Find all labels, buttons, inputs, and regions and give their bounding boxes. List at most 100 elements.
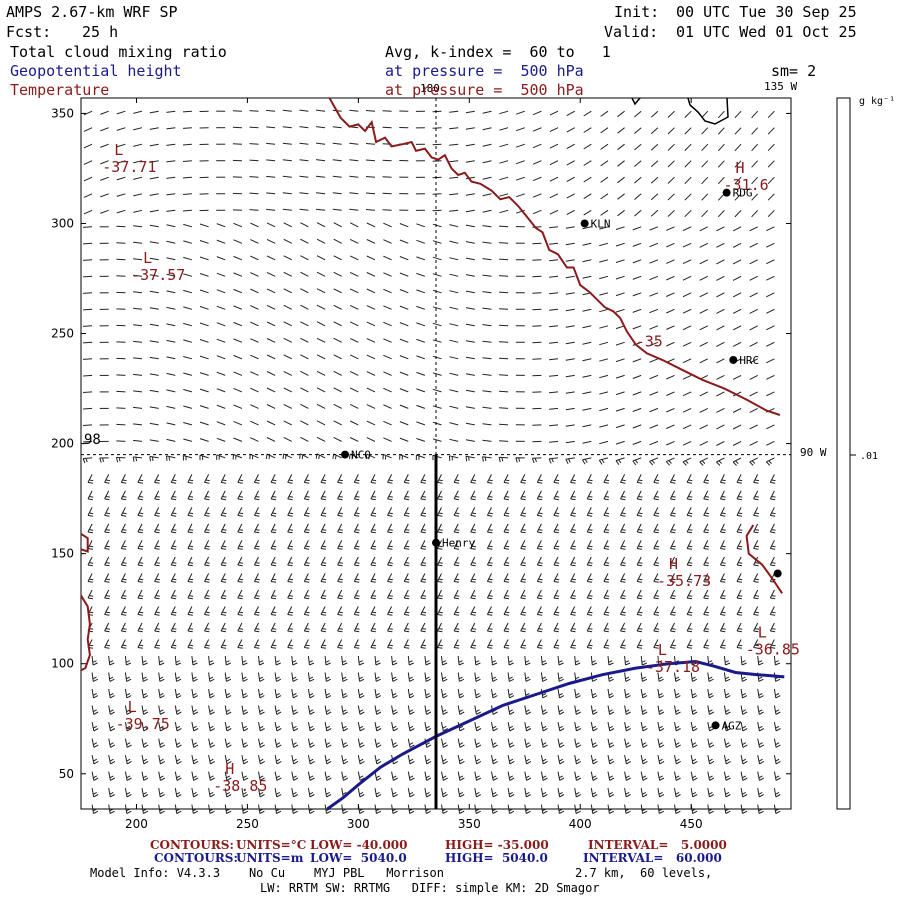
wind-barb xyxy=(749,358,758,364)
wind-barb xyxy=(682,358,692,364)
wind-barb xyxy=(441,688,448,699)
wind-barb xyxy=(583,193,592,200)
wind-barb xyxy=(516,110,525,115)
wind-barb xyxy=(603,573,610,583)
wind-barb xyxy=(320,490,327,501)
wind-barb xyxy=(149,439,159,442)
wind-barb xyxy=(719,589,726,600)
wind-barb xyxy=(249,192,259,195)
wind-barb xyxy=(320,639,327,649)
wind-barb xyxy=(607,655,614,666)
wind-barb xyxy=(332,175,342,178)
wind-barb xyxy=(607,788,615,798)
wind-barb xyxy=(650,127,659,135)
chart-title: AMPS 2.67-km WRF SP xyxy=(6,3,178,21)
wind-barb xyxy=(83,374,93,377)
wind-barb xyxy=(266,192,276,195)
field-temp-desc: at pressure = 500 hPa xyxy=(385,81,584,99)
wind-barb xyxy=(736,639,743,649)
wind-barb xyxy=(124,688,132,699)
wind-barb xyxy=(187,540,194,550)
wind-barb xyxy=(137,490,144,501)
wind-barb xyxy=(416,322,426,327)
wind-barb xyxy=(91,655,98,666)
wind-barb xyxy=(182,193,192,195)
wind-barb xyxy=(307,738,315,748)
wind-barb xyxy=(649,407,659,413)
wind-barb xyxy=(600,209,609,216)
wind-barb xyxy=(166,422,176,426)
wind-barb xyxy=(283,387,293,393)
wind-barb xyxy=(241,705,249,715)
wind-barb xyxy=(449,273,459,277)
wind-barb xyxy=(757,771,765,781)
wind-barb xyxy=(482,193,492,197)
wind-barb xyxy=(716,226,725,232)
wind-barb xyxy=(100,110,109,115)
wind-barb xyxy=(291,722,299,732)
wind-barb xyxy=(104,606,110,616)
wind-barb xyxy=(333,337,342,343)
wind-barb xyxy=(300,255,309,261)
extremum-letter: L xyxy=(143,249,152,267)
wind-barb xyxy=(686,507,693,517)
wind-barb xyxy=(420,556,427,567)
wind-barb xyxy=(416,272,426,277)
wind-barb xyxy=(399,239,409,244)
station-label: Henry xyxy=(442,537,475,550)
wind-barb xyxy=(149,176,159,180)
wind-barb xyxy=(570,523,576,534)
y-tick-label: 50 xyxy=(59,767,74,781)
wind-barb xyxy=(666,440,675,446)
wind-barb xyxy=(158,804,165,814)
wind-barb xyxy=(83,407,93,410)
wind-barb xyxy=(420,490,427,501)
wind-barb xyxy=(220,540,227,550)
wind-barb xyxy=(300,238,309,244)
wind-barb xyxy=(632,292,642,297)
wind-barb xyxy=(166,143,176,146)
wind-barb xyxy=(333,436,342,442)
wind-barb xyxy=(649,226,659,231)
wind-barb xyxy=(120,573,127,583)
wind-barb xyxy=(649,275,659,281)
wind-barb xyxy=(199,223,209,228)
wind-barb xyxy=(258,754,265,765)
wind-barb xyxy=(474,721,482,732)
wind-barb xyxy=(120,639,127,649)
lon-180-label: 180 xyxy=(420,82,440,95)
wind-barb xyxy=(520,540,526,550)
wind-barb xyxy=(124,722,132,732)
wind-barb xyxy=(300,387,309,393)
wind-barb xyxy=(649,325,659,330)
wind-barb xyxy=(682,424,692,430)
wind-barb xyxy=(736,474,743,484)
footer-red-contours: CONTOURS: xyxy=(150,838,234,852)
wind-barb xyxy=(137,589,144,600)
wind-barb xyxy=(174,655,181,666)
wind-barb xyxy=(300,403,309,409)
wind-barb xyxy=(407,771,415,781)
wind-barb xyxy=(503,556,510,567)
wind-barb xyxy=(416,338,426,343)
wind-barb xyxy=(399,437,409,442)
wind-barb xyxy=(749,440,758,446)
wind-barb xyxy=(316,222,326,228)
wind-barb xyxy=(149,455,159,462)
wind-barb xyxy=(615,308,625,313)
wind-barb xyxy=(274,688,282,699)
wind-barb xyxy=(149,110,159,114)
wind-barb xyxy=(607,771,615,781)
wind-barb xyxy=(583,127,592,133)
footer-physics-info: LW: RRTM SW: RRTMG DIFF: simple KM: 2D S… xyxy=(260,881,600,895)
wind-barb xyxy=(316,238,326,244)
wind-barb xyxy=(453,573,460,583)
wind-barb xyxy=(491,672,498,682)
wind-barb xyxy=(233,239,243,244)
wind-barb xyxy=(353,639,360,649)
wind-barb xyxy=(432,372,442,376)
wind-barb xyxy=(407,738,415,748)
wind-barb xyxy=(353,573,360,583)
wind-barb xyxy=(116,440,126,442)
wind-barb xyxy=(636,540,643,550)
